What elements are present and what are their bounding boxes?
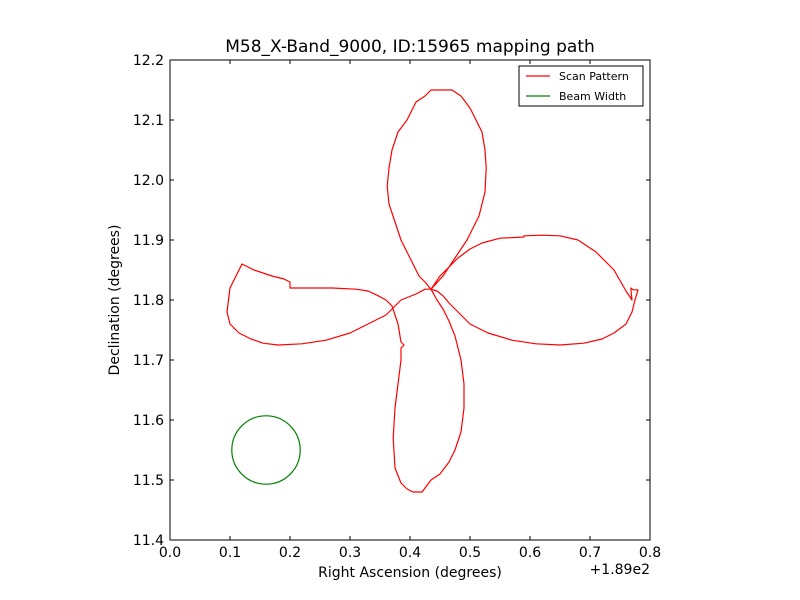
y-tick-label: 12.0 bbox=[133, 173, 164, 189]
x-tick-label: 0.0 bbox=[159, 545, 181, 561]
y-tick-label: 11.6 bbox=[133, 413, 164, 429]
y-tick-label: 11.5 bbox=[133, 473, 164, 489]
x-tick-label: 0.1 bbox=[219, 545, 241, 561]
legend-label-scan-pattern: Scan Pattern bbox=[559, 70, 629, 83]
legend-label-beam-width: Beam Width bbox=[559, 90, 626, 103]
x-tick-label: 0.5 bbox=[459, 545, 481, 561]
y-tick-label: 11.9 bbox=[133, 233, 164, 249]
y-axis-ticks: 11.4 11.5 11.6 11.7 11.8 11.9 12.0 12.1 12.2 bbox=[133, 53, 650, 549]
y-tick-label: 12.2 bbox=[133, 53, 164, 69]
x-tick-label: 0.3 bbox=[339, 545, 361, 561]
y-tick-label: 11.7 bbox=[133, 353, 164, 369]
x-axis-label: Right Ascension (degrees) bbox=[318, 565, 502, 581]
legend-box bbox=[518, 65, 644, 107]
y-tick-label: 12.1 bbox=[133, 113, 164, 129]
y-axis-label: Declination (degrees) bbox=[107, 225, 123, 376]
scan-pattern-line bbox=[226, 89, 639, 493]
x-tick-label: 0.7 bbox=[579, 545, 601, 561]
y-tick-label: 11.4 bbox=[133, 533, 164, 549]
x-axis-offset-label: +1.89e2 bbox=[590, 562, 650, 578]
plot-area bbox=[226, 89, 639, 493]
x-tick-label: 0.2 bbox=[279, 545, 301, 561]
x-tick-label: 0.8 bbox=[639, 545, 661, 561]
x-tick-label: 0.4 bbox=[399, 545, 421, 561]
beam-width-circle bbox=[231, 415, 301, 485]
chart-title: M58_X-Band_9000, ID:15965 mapping path bbox=[225, 37, 595, 57]
y-tick-label: 11.8 bbox=[133, 293, 164, 309]
axes-frame bbox=[169, 59, 651, 541]
x-tick-label: 0.6 bbox=[519, 545, 541, 561]
x-axis-ticks: 0.0 0.1 0.2 0.3 0.4 0.5 0.6 0.7 0.8 bbox=[159, 60, 661, 561]
legend: Scan Pattern Beam Width bbox=[518, 65, 644, 107]
